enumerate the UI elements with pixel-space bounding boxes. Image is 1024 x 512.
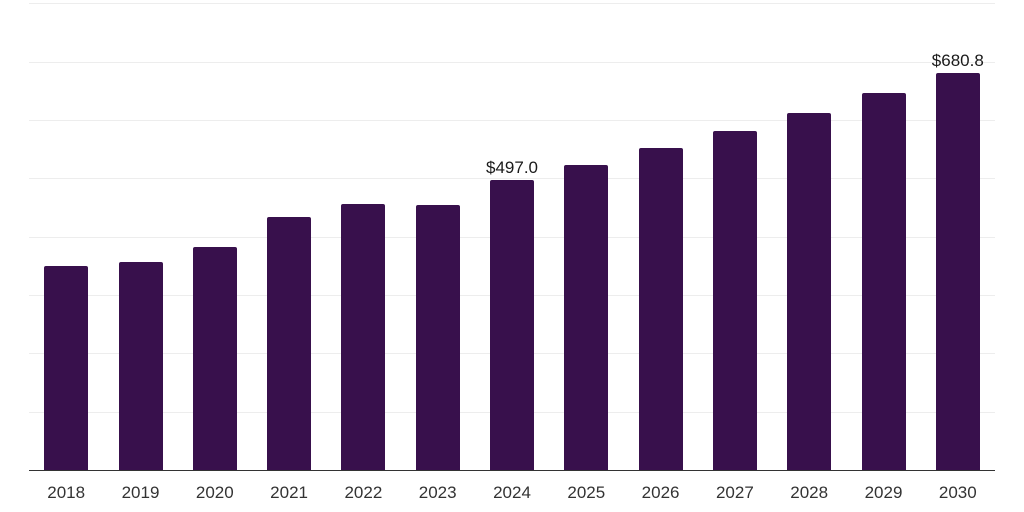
x-tick-label-2018: 2018: [47, 483, 86, 502]
x-tick-label-2023: 2023: [418, 483, 457, 502]
bar-2023: [415, 204, 460, 470]
bar-2026: [638, 148, 683, 470]
bar-value-label-2024: $497.0: [486, 158, 538, 178]
bar-2019: [118, 261, 163, 470]
x-tick-label-2029: 2029: [864, 483, 903, 502]
x-tick-label-2020: 2020: [195, 483, 234, 502]
x-tick-label-2025: 2025: [567, 483, 606, 502]
bar-2024: [490, 180, 534, 470]
bar-2027: [712, 130, 757, 470]
x-tick-label-2028: 2028: [790, 483, 829, 502]
x-tick-label-2024: 2024: [493, 483, 531, 502]
bar-2021: [267, 216, 312, 470]
x-tick-label-2030: 2030: [938, 483, 977, 502]
x-axis-line: [29, 470, 995, 471]
x-tick-label-2026: 2026: [641, 483, 680, 502]
gridline-800: [29, 3, 995, 4]
bar-2022: [341, 204, 386, 470]
bar-2025: [564, 164, 609, 470]
bar-2029: [861, 93, 906, 470]
gridline-500: [29, 178, 995, 179]
gridline-700: [29, 62, 995, 63]
bar-2028: [787, 112, 832, 470]
bar-2020: [192, 246, 237, 470]
x-tick-label-2019: 2019: [121, 483, 160, 502]
bar-value-label-2030: $680.8: [931, 50, 984, 70]
bar-2030: [935, 72, 980, 470]
gridline-600: [29, 120, 995, 121]
bar-2018: [44, 266, 89, 470]
x-tick-label-2021: 2021: [270, 483, 309, 502]
x-tick-label-2022: 2022: [344, 483, 383, 502]
x-tick-label-2027: 2027: [715, 483, 754, 502]
